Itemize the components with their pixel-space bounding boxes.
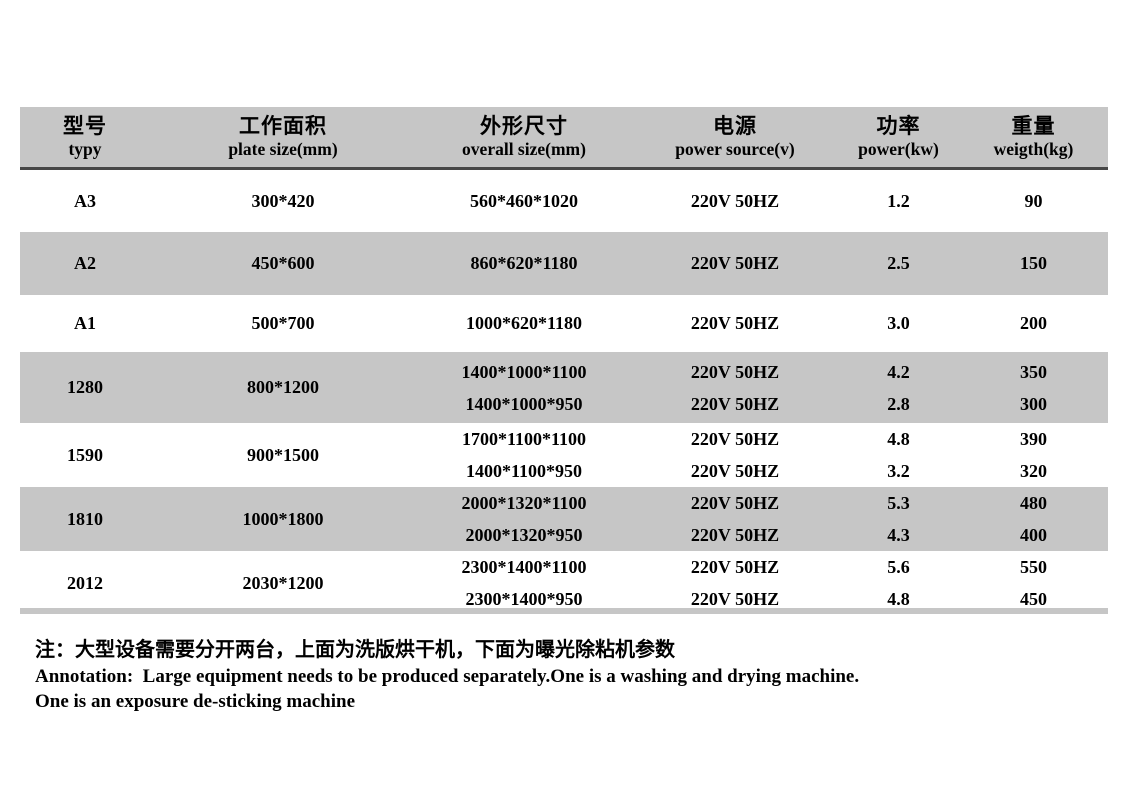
- header-overall-size-en: overall size(mm): [462, 139, 586, 159]
- header-power-zh: 功率: [876, 114, 921, 138]
- cell-weight: 350 300: [1020, 361, 1047, 414]
- header-power-en: power(kw): [858, 139, 939, 159]
- cell-overall-size: 560*460*1020: [470, 190, 578, 211]
- header-cell-overall-size: 外形尺寸 overall size(mm): [416, 114, 632, 160]
- cell-plate-size: 2030*1200: [242, 572, 324, 593]
- cell-weight: 90: [1024, 190, 1043, 211]
- cell-power-source: 220V 50HZ: [690, 253, 780, 273]
- cell-power: 1.2: [887, 190, 910, 211]
- cell-model: A3: [74, 190, 96, 211]
- table-row-1810: 1810 1000*1800 2000*1320*1100 2000*1320*…: [20, 487, 1108, 551]
- cell-model: A1: [74, 313, 96, 333]
- cell-plate-size: 500*700: [251, 313, 315, 333]
- cell-power: 5.6 4.8: [887, 557, 910, 609]
- table-row-1280: 1280 800*1200 1400*1000*1100 1400*1000*9…: [20, 352, 1108, 423]
- cell-weight: 390 320: [1020, 429, 1047, 481]
- table-row-1590: 1590 900*1500 1700*1100*1100 1400*1100*9…: [20, 423, 1108, 487]
- cell-weight: 550 450: [1020, 557, 1047, 609]
- cell-power: 2.5: [887, 253, 910, 273]
- cell-plate-size: 450*600: [251, 253, 315, 273]
- annotation-note: 注：大型设备需要分开两台，上面为洗版烘干机，下面为曝光除粘机参数 Annotat…: [35, 634, 1105, 714]
- table-row-a1: A1 500*700 1000*620*1180 220V 50HZ 3.0 2…: [20, 295, 1108, 352]
- cell-power-source: 220V 50HZ 220V 50HZ: [690, 493, 780, 545]
- table-bottom-border: [20, 608, 1108, 614]
- header-cell-weight: 重量 weigth(kg): [959, 114, 1108, 160]
- cell-overall-size: 1700*1100*1100 1400*1100*950: [461, 429, 586, 481]
- header-plate-size-en: plate size(mm): [228, 139, 338, 159]
- cell-model: 1810: [67, 508, 103, 529]
- cell-overall-size: 1000*620*1180: [465, 313, 582, 333]
- table-row-a2: A2 450*600 860*620*1180 220V 50HZ 2.5 15…: [20, 232, 1108, 295]
- header-cell-power: 功率 power(kw): [838, 114, 959, 160]
- cell-plate-size: 300*420: [251, 190, 315, 211]
- header-power-source-en: power source(v): [675, 139, 795, 159]
- annotation-english-line1: Annotation: Large equipment needs to be …: [35, 666, 860, 687]
- cell-power: 5.3 4.3: [887, 493, 910, 545]
- header-model-en: typy: [68, 139, 102, 159]
- cell-power: 4.8 3.2: [887, 429, 910, 481]
- header-weight-en: weigth(kg): [993, 139, 1074, 159]
- table-header-row: 型号 typy 工作面积 plate size(mm) 外形尺寸 overall…: [20, 107, 1108, 170]
- cell-model: 2012: [67, 572, 103, 593]
- header-cell-power-source: 电源 power source(v): [632, 114, 838, 160]
- cell-power-source: 220V 50HZ 220V 50HZ: [690, 557, 780, 609]
- cell-overall-size: 860*620*1180: [470, 253, 578, 273]
- cell-power-source: 220V 50HZ: [690, 313, 780, 333]
- annotation-english-line2: One is an exposure de-sticking machine: [35, 691, 356, 712]
- cell-weight: 150: [1020, 253, 1047, 273]
- header-weight-zh: 重量: [1011, 114, 1056, 138]
- header-plate-size-zh: 工作面积: [239, 114, 327, 138]
- cell-power-source: 220V 50HZ: [690, 190, 780, 211]
- cell-power: 3.0: [887, 313, 910, 333]
- cell-plate-size: 1000*1800: [242, 508, 324, 529]
- cell-weight: 200: [1020, 313, 1047, 333]
- table-row-2012: 2012 2030*1200 2300*1400*1100 2300*1400*…: [20, 551, 1108, 609]
- cell-plate-size: 900*1500: [247, 444, 319, 465]
- spec-table: 型号 typy 工作面积 plate size(mm) 外形尺寸 overall…: [20, 107, 1108, 614]
- cell-power-source: 220V 50HZ 220V 50HZ: [690, 361, 780, 414]
- table-row-a3: A3 300*420 560*460*1020 220V 50HZ 1.2 90: [20, 170, 1108, 232]
- header-cell-model: 型号 typy: [20, 114, 150, 160]
- header-model-zh: 型号: [63, 114, 107, 138]
- cell-overall-size: 2000*1320*1100 2000*1320*950: [461, 493, 587, 545]
- cell-overall-size: 2300*1400*1100 2300*1400*950: [461, 557, 587, 609]
- header-cell-plate-size: 工作面积 plate size(mm): [150, 114, 416, 160]
- cell-weight: 480 400: [1020, 493, 1047, 545]
- cell-model: A2: [74, 253, 96, 273]
- annotation-chinese: 注：大型设备需要分开两台，上面为洗版烘干机，下面为曝光除粘机参数: [35, 637, 675, 661]
- cell-power: 4.2 2.8: [887, 361, 910, 414]
- cell-model: 1280: [67, 377, 103, 397]
- cell-plate-size: 800*1200: [247, 377, 319, 397]
- header-power-source-zh: 电源: [713, 114, 757, 138]
- cell-power-source: 220V 50HZ 220V 50HZ: [690, 429, 780, 481]
- cell-model: 1590: [67, 444, 103, 465]
- cell-overall-size: 1400*1000*1100 1400*1000*950: [461, 361, 587, 414]
- header-overall-size-zh: 外形尺寸: [480, 114, 568, 138]
